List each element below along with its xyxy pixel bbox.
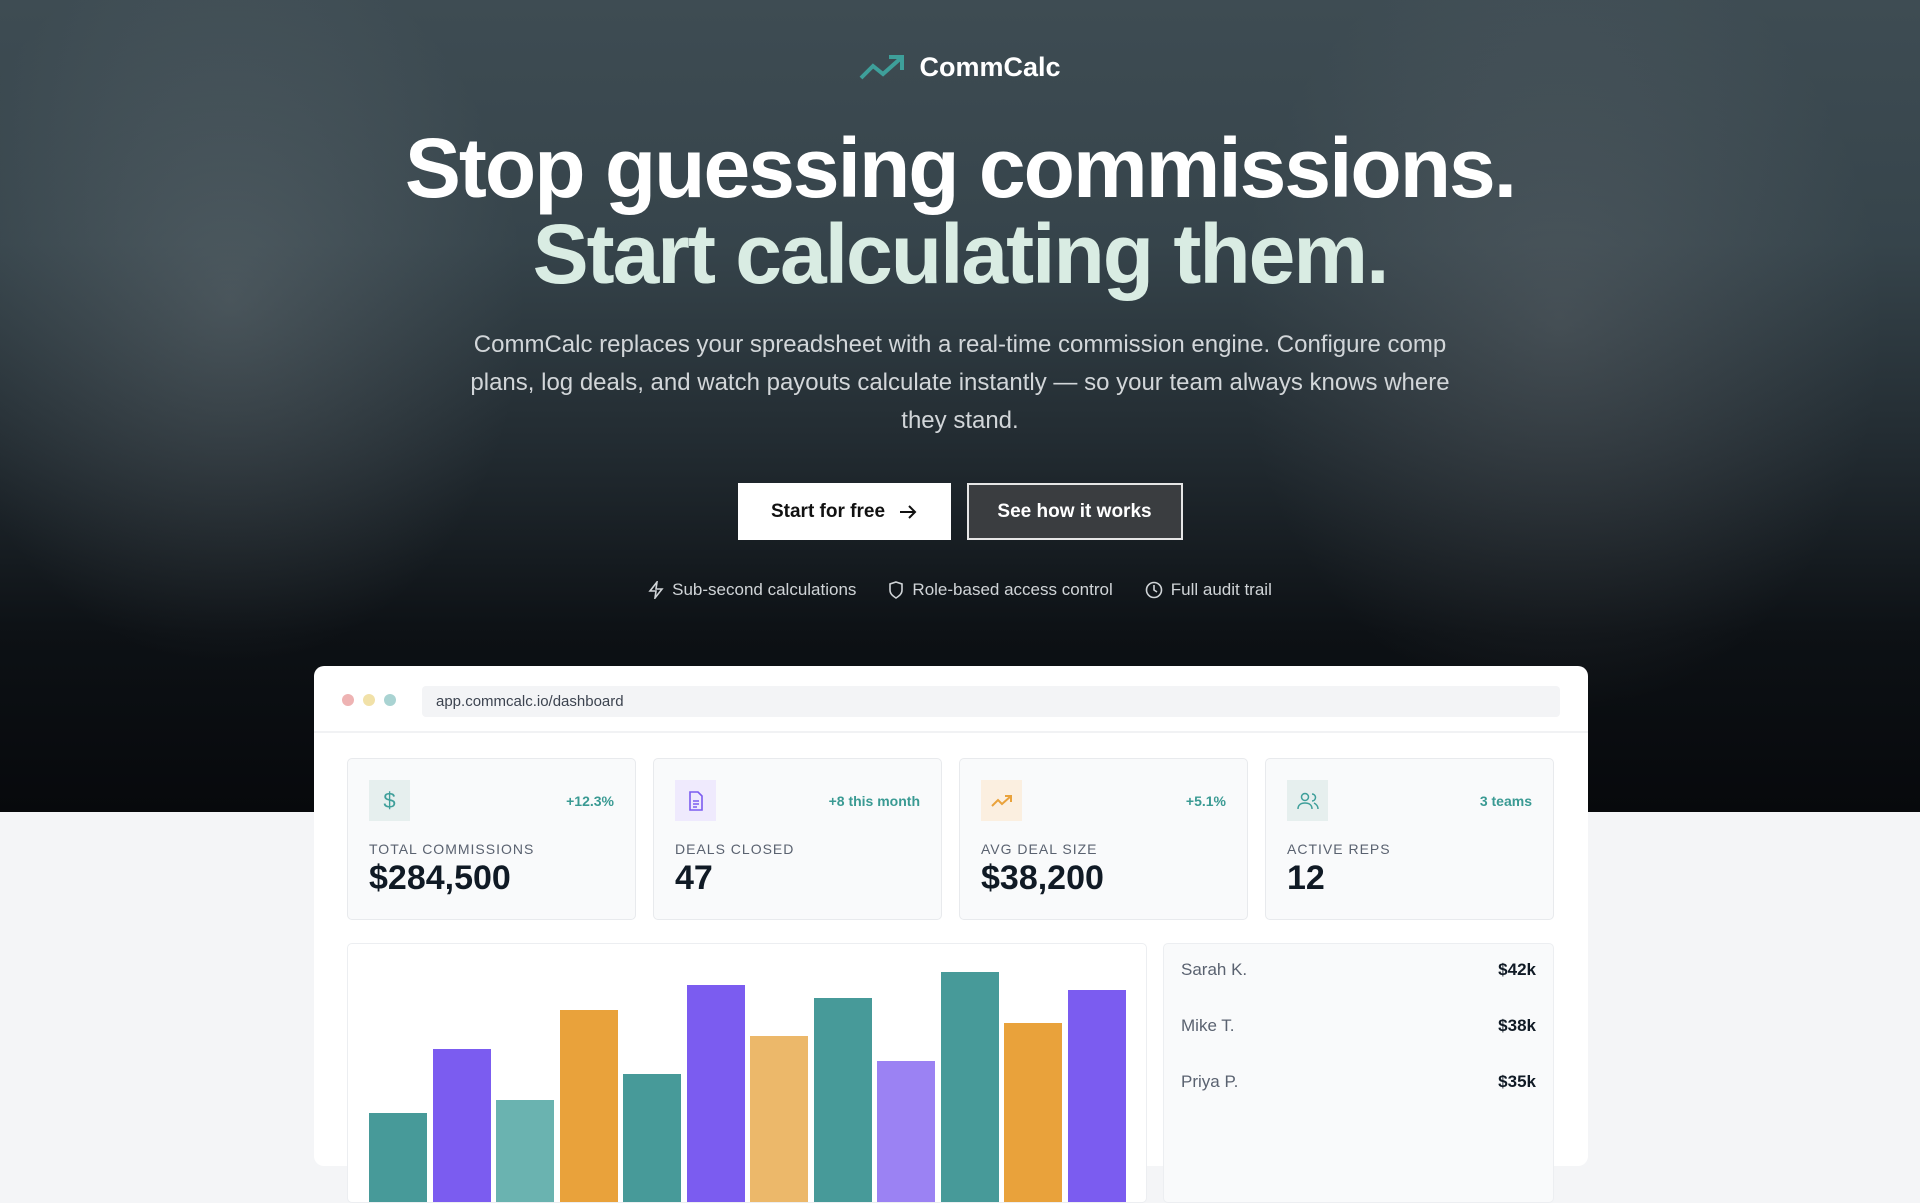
stat-avg-deal-size: +5.1% AVG DEAL SIZE $38,200 (959, 758, 1248, 920)
stat-deals-closed: +8 this month DEALS CLOSED 47 (653, 758, 942, 920)
rep-amount: $38k (1498, 1016, 1536, 1035)
stat-label: ACTIVE REPS (1287, 841, 1391, 857)
divider (314, 731, 1588, 733)
dashboard-preview: app.commcalc.io/dashboard $ +12.3% TOTAL… (314, 666, 1588, 1203)
stat-badge: +12.3% (566, 793, 614, 809)
chart-bar (369, 1112, 427, 1202)
leaderboard-row: Mike T. $38k (1181, 1016, 1536, 1036)
trending-up-icon (860, 54, 905, 79)
users-icon (1287, 780, 1328, 821)
chart-bar (1004, 1023, 1062, 1202)
feature-label: Role-based access control (912, 580, 1113, 599)
stat-total-commissions: $ +12.3% TOTAL COMMISSIONS $284,500 (347, 758, 636, 920)
stat-value: $38,200 (981, 859, 1104, 897)
minimize-dot (363, 694, 375, 706)
rep-name: Mike T. (1181, 1016, 1235, 1035)
headline-line-1: Stop guessing commissions. (404, 121, 1517, 215)
feature-label: Full audit trail (1170, 580, 1272, 599)
leaderboard-row: Priya P. $35k (1181, 1072, 1536, 1092)
stat-label: AVG DEAL SIZE (981, 841, 1098, 857)
maximize-dot (384, 694, 396, 706)
stat-value: $284,500 (369, 859, 511, 897)
stat-value: 12 (1287, 859, 1325, 897)
stat-active-reps: 3 teams ACTIVE REPS 12 (1265, 758, 1554, 920)
start-for-free-button[interactable]: Start for free (737, 483, 951, 540)
stat-label: DEALS CLOSED (675, 841, 795, 857)
headline: Stop guessing commissions. Start calcula… (0, 125, 1920, 297)
see-how-it-works-button[interactable]: See how it works (966, 483, 1183, 540)
clock-icon (1145, 581, 1163, 599)
arrow-right-icon (900, 504, 917, 519)
commission-bar-chart (347, 943, 1147, 1203)
chart-bar (1067, 989, 1126, 1202)
rep-name: Sarah K. (1181, 960, 1248, 979)
stat-label: TOTAL COMMISSIONS (369, 841, 535, 857)
leaderboard: Sarah K. $42k Mike T. $38k Priya P. $35k (1163, 943, 1554, 1203)
url-bar: app.commcalc.io/dashboard (422, 686, 1560, 717)
chart-bar (432, 1048, 491, 1202)
feature-audit: Full audit trail (1145, 580, 1272, 600)
trending-up-icon (981, 780, 1022, 821)
feature-rbac: Role-based access control (888, 580, 1113, 600)
chart-bar (940, 972, 999, 1202)
chart-bar (623, 1074, 681, 1202)
chart-bar (559, 1010, 618, 1202)
window-controls (342, 694, 396, 706)
leaderboard-row: Sarah K. $42k (1181, 960, 1536, 980)
chart-bar (750, 1035, 808, 1202)
stat-value: 47 (675, 859, 713, 897)
rep-amount: $42k (1498, 960, 1536, 979)
stat-badge: 3 teams (1479, 793, 1532, 809)
stat-badge: +8 this month (828, 793, 920, 809)
chart-bar (877, 1061, 935, 1202)
lightning-icon (648, 581, 664, 599)
logo[interactable]: CommCalc (0, 52, 1920, 83)
brand-name: CommCalc (919, 52, 1061, 82)
start-button-label: Start for free (770, 500, 886, 522)
chart-bar (813, 997, 872, 1202)
shield-icon (889, 581, 904, 599)
feature-sub-second: Sub-second calculations (648, 580, 856, 600)
stat-badge: +5.1% (1185, 793, 1226, 809)
chart-bar (686, 984, 745, 1202)
chart-bar (496, 1099, 554, 1202)
headline-line-2: Start calculating them. (532, 207, 1390, 301)
close-dot (342, 694, 354, 706)
hero-subtitle: CommCalc replaces your spreadsheet with … (470, 331, 1450, 434)
feature-label: Sub-second calculations (672, 580, 857, 599)
dollar-icon: $ (369, 780, 410, 821)
rep-amount: $35k (1498, 1072, 1536, 1091)
rep-name: Priya P. (1181, 1072, 1239, 1091)
document-icon (675, 780, 716, 821)
